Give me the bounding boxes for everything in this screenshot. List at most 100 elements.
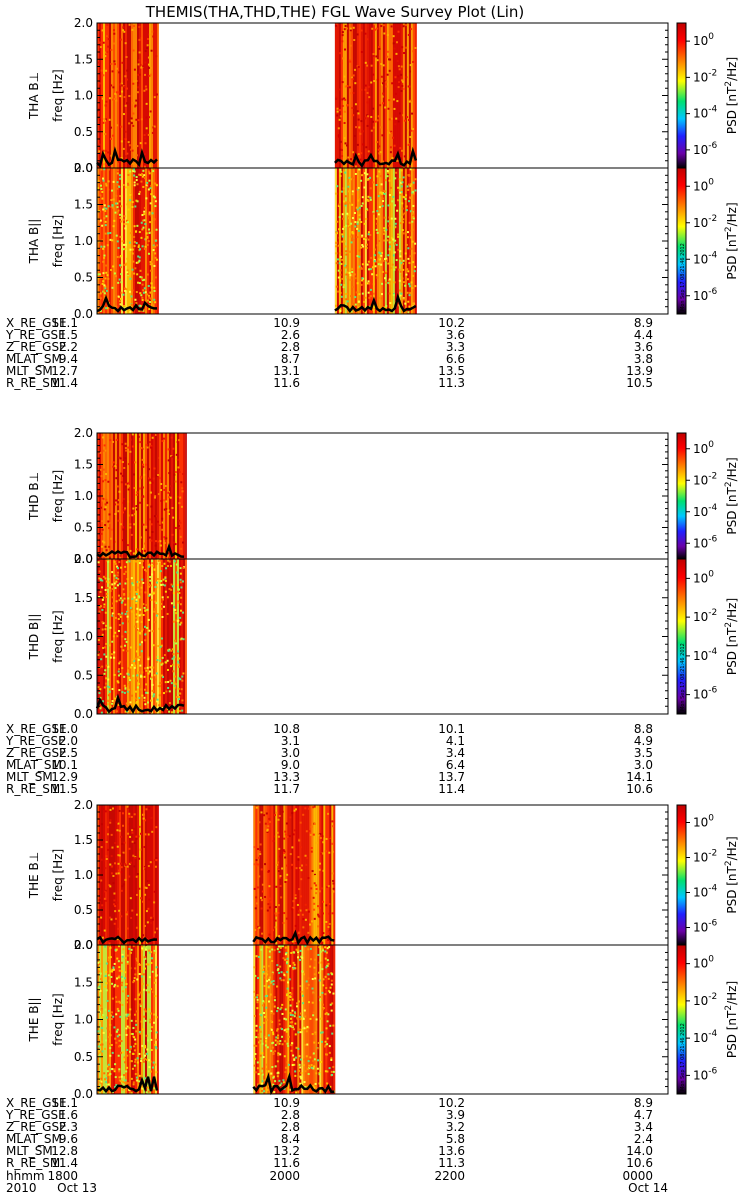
- spectrogram-pixel: [153, 125, 156, 128]
- spectrogram-pixel: [369, 198, 372, 201]
- spectrogram-pixel: [356, 65, 359, 68]
- spectrogram-pixel: [135, 560, 138, 563]
- spectrogram-column: [103, 23, 105, 168]
- spectrogram-pixel: [348, 59, 351, 62]
- spectrogram-column: [129, 559, 131, 714]
- spectrogram-pixel: [150, 446, 153, 449]
- spectrogram-pixel: [161, 674, 164, 677]
- spectrogram-pixel: [101, 598, 104, 601]
- y-tick-label: 1.0: [74, 1013, 93, 1027]
- ephemeris-value: 14.1: [626, 770, 653, 784]
- colorbar-tick-label: 10-4: [693, 884, 718, 900]
- spectrogram-pixel: [107, 694, 110, 697]
- spectrogram-pixel: [319, 999, 322, 1002]
- spectrogram-column: [127, 559, 129, 714]
- spectrogram-pixel: [129, 1060, 132, 1063]
- spectrogram-pixel: [352, 26, 355, 29]
- spectrogram-pixel: [137, 581, 140, 584]
- spectrogram-pixel: [308, 830, 311, 833]
- spectrogram-pixel: [129, 1008, 132, 1011]
- spectrogram-pixel: [111, 528, 114, 531]
- spectrogram-pixel: [145, 232, 148, 235]
- spectrogram-pixel: [123, 684, 126, 687]
- spectrogram-pixel: [324, 950, 327, 953]
- spectrogram-column: [378, 23, 381, 168]
- spectrogram-pixel: [178, 695, 181, 698]
- spectrogram-pixel: [400, 283, 403, 286]
- spectrogram-pixel: [341, 233, 344, 236]
- spectrogram-column: [137, 559, 139, 714]
- spectrogram-pixel: [152, 126, 155, 129]
- spectrogram-pixel: [390, 217, 393, 220]
- spectrogram-pixel: [359, 158, 362, 161]
- spectrogram-pixel: [300, 1077, 303, 1080]
- spectrogram-pixel: [123, 243, 126, 246]
- spectrogram-pixel: [104, 224, 107, 227]
- spectrogram-pixel: [127, 463, 130, 466]
- spectrogram-pixel: [295, 1046, 298, 1049]
- spectrogram-pixel: [365, 282, 368, 285]
- spectrogram-pixel: [255, 955, 258, 958]
- spectrogram-pixel: [150, 598, 153, 601]
- spectrogram-pixel: [279, 855, 282, 858]
- spectrogram-pixel: [376, 276, 379, 279]
- spectrogram-pixel: [124, 986, 127, 989]
- spectrogram-pixel: [145, 184, 148, 187]
- spectrogram-pixel: [339, 273, 342, 276]
- spectrogram-pixel: [167, 559, 170, 562]
- spectrogram-pixel: [126, 1054, 129, 1057]
- spectrogram-pixel: [316, 1047, 319, 1050]
- spectrogram-pixel: [102, 596, 105, 599]
- spectrogram-pixel: [115, 202, 118, 205]
- spectrogram-pixel: [261, 1052, 264, 1055]
- spectrogram-pixel: [278, 1079, 281, 1082]
- spectrogram-pixel: [117, 854, 120, 857]
- spectrogram-column: [412, 23, 415, 168]
- spectrogram-pixel: [276, 1042, 279, 1045]
- spectrogram-pixel: [282, 921, 285, 924]
- ephemeris-value: 10.8: [273, 722, 300, 736]
- spectrogram-pixel: [253, 996, 256, 999]
- spectrogram-pixel: [110, 865, 113, 868]
- spectrogram-pixel: [122, 539, 125, 542]
- spectrogram-pixel: [309, 1017, 312, 1020]
- spectrogram-pixel: [166, 668, 169, 671]
- spectrogram-pixel: [304, 1070, 307, 1073]
- spectrogram-pixel: [153, 610, 156, 613]
- spectrogram-pixel: [310, 846, 313, 849]
- spectrogram-pixel: [127, 514, 130, 517]
- spectrogram-pixel: [99, 219, 102, 222]
- spectrogram-pixel: [128, 947, 131, 950]
- spectrogram-pixel: [164, 681, 167, 684]
- spectrogram-column: [301, 805, 304, 945]
- spectrogram-column: [155, 945, 157, 1094]
- spectrogram-column: [155, 23, 157, 168]
- spectrogram-pixel: [302, 1002, 305, 1005]
- spectrogram-pixel: [361, 234, 364, 237]
- spectrogram-pixel: [150, 184, 153, 187]
- spectrogram-pixel: [113, 272, 116, 275]
- spectrogram-pixel: [389, 267, 392, 270]
- spectrogram-pixel: [117, 822, 120, 825]
- spectrogram-pixel: [179, 678, 182, 681]
- spectrogram-pixel: [116, 584, 119, 587]
- spectrogram-pixel: [127, 485, 130, 488]
- spectrogram-column: [311, 805, 314, 945]
- spectrogram-pixel: [401, 46, 404, 49]
- spectrogram-pixel: [366, 198, 369, 201]
- colorbar-tick-label: 10-2: [693, 471, 717, 487]
- low-frequency-trace: [96, 294, 157, 313]
- spectrogram-pixel: [108, 521, 111, 524]
- spectrogram-pixel: [142, 973, 145, 976]
- colorbar-tick-label: 10-2: [693, 608, 717, 624]
- spectrogram-pixel: [118, 1034, 121, 1037]
- spectrogram-pixel: [265, 946, 268, 949]
- spectrogram-pixel: [257, 955, 260, 958]
- spectrogram-pixel: [147, 562, 150, 565]
- ephemeris-name: Z_RE_GSE: [6, 340, 67, 354]
- spectrogram-pixel: [113, 219, 116, 222]
- spectrogram-pixel: [118, 1076, 121, 1079]
- spectrogram-column: [129, 805, 131, 945]
- spectrogram-pixel: [341, 81, 344, 84]
